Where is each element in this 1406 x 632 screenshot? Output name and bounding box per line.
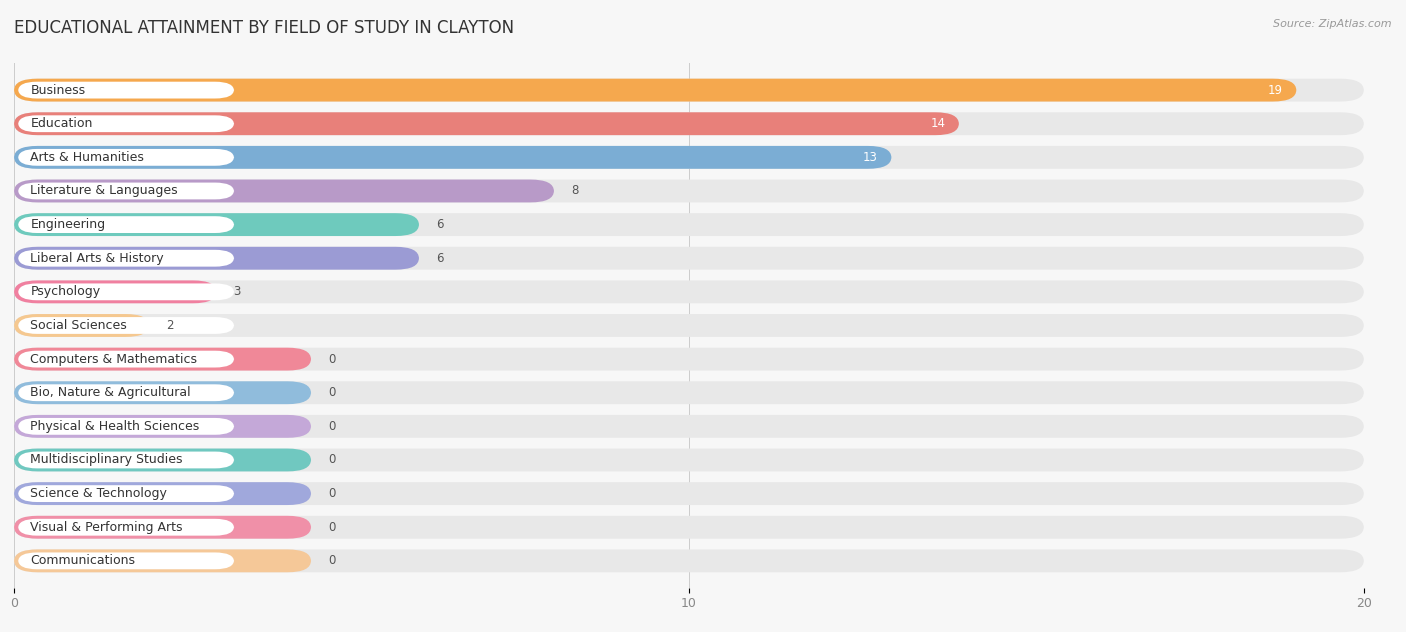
Text: 19: 19 — [1268, 83, 1282, 97]
FancyBboxPatch shape — [14, 348, 311, 370]
FancyBboxPatch shape — [18, 216, 233, 233]
FancyBboxPatch shape — [18, 485, 233, 502]
FancyBboxPatch shape — [18, 149, 233, 166]
Text: Liberal Arts & History: Liberal Arts & History — [31, 252, 165, 265]
Text: 14: 14 — [931, 117, 945, 130]
FancyBboxPatch shape — [14, 381, 1364, 404]
Text: 13: 13 — [863, 151, 877, 164]
FancyBboxPatch shape — [14, 78, 1364, 102]
Text: 6: 6 — [436, 252, 443, 265]
FancyBboxPatch shape — [18, 452, 233, 468]
FancyBboxPatch shape — [14, 516, 311, 538]
FancyBboxPatch shape — [14, 449, 311, 471]
FancyBboxPatch shape — [14, 78, 1296, 102]
Text: Multidisciplinary Studies: Multidisciplinary Studies — [31, 454, 183, 466]
Text: Computers & Mathematics: Computers & Mathematics — [31, 353, 197, 365]
FancyBboxPatch shape — [14, 381, 311, 404]
FancyBboxPatch shape — [18, 351, 233, 368]
Text: Arts & Humanities: Arts & Humanities — [31, 151, 145, 164]
FancyBboxPatch shape — [14, 146, 1364, 169]
FancyBboxPatch shape — [14, 314, 1364, 337]
Text: Social Sciences: Social Sciences — [31, 319, 127, 332]
FancyBboxPatch shape — [14, 112, 1364, 135]
FancyBboxPatch shape — [14, 516, 1364, 538]
Text: Psychology: Psychology — [31, 286, 100, 298]
FancyBboxPatch shape — [18, 418, 233, 435]
FancyBboxPatch shape — [14, 213, 419, 236]
FancyBboxPatch shape — [14, 281, 217, 303]
FancyBboxPatch shape — [14, 281, 1364, 303]
Text: Education: Education — [31, 117, 93, 130]
FancyBboxPatch shape — [18, 552, 233, 569]
Text: 0: 0 — [328, 554, 335, 568]
FancyBboxPatch shape — [14, 549, 1364, 573]
FancyBboxPatch shape — [14, 314, 149, 337]
FancyBboxPatch shape — [14, 348, 1364, 370]
FancyBboxPatch shape — [14, 549, 311, 573]
FancyBboxPatch shape — [14, 179, 1364, 202]
FancyBboxPatch shape — [18, 519, 233, 536]
FancyBboxPatch shape — [14, 112, 959, 135]
FancyBboxPatch shape — [14, 482, 311, 505]
Text: Physical & Health Sciences: Physical & Health Sciences — [31, 420, 200, 433]
FancyBboxPatch shape — [18, 183, 233, 199]
Text: 0: 0 — [328, 521, 335, 534]
Text: 2: 2 — [166, 319, 173, 332]
FancyBboxPatch shape — [18, 250, 233, 267]
Text: Engineering: Engineering — [31, 218, 105, 231]
Text: 8: 8 — [571, 185, 578, 197]
FancyBboxPatch shape — [18, 384, 233, 401]
FancyBboxPatch shape — [14, 146, 891, 169]
FancyBboxPatch shape — [18, 317, 233, 334]
Text: Visual & Performing Arts: Visual & Performing Arts — [31, 521, 183, 534]
Text: Business: Business — [31, 83, 86, 97]
FancyBboxPatch shape — [14, 482, 1364, 505]
FancyBboxPatch shape — [18, 115, 233, 132]
Text: 0: 0 — [328, 420, 335, 433]
Text: 0: 0 — [328, 454, 335, 466]
Text: EDUCATIONAL ATTAINMENT BY FIELD OF STUDY IN CLAYTON: EDUCATIONAL ATTAINMENT BY FIELD OF STUDY… — [14, 19, 515, 37]
FancyBboxPatch shape — [14, 179, 554, 202]
Text: 3: 3 — [233, 286, 240, 298]
FancyBboxPatch shape — [14, 213, 1364, 236]
Text: Science & Technology: Science & Technology — [31, 487, 167, 500]
FancyBboxPatch shape — [14, 247, 1364, 270]
Text: 0: 0 — [328, 386, 335, 399]
FancyBboxPatch shape — [14, 415, 311, 438]
Text: Communications: Communications — [31, 554, 135, 568]
Text: 6: 6 — [436, 218, 443, 231]
FancyBboxPatch shape — [14, 415, 1364, 438]
Text: 0: 0 — [328, 353, 335, 365]
FancyBboxPatch shape — [14, 449, 1364, 471]
Text: Literature & Languages: Literature & Languages — [31, 185, 179, 197]
Text: 0: 0 — [328, 487, 335, 500]
Text: Bio, Nature & Agricultural: Bio, Nature & Agricultural — [31, 386, 191, 399]
FancyBboxPatch shape — [14, 247, 419, 270]
Text: Source: ZipAtlas.com: Source: ZipAtlas.com — [1274, 19, 1392, 29]
FancyBboxPatch shape — [18, 82, 233, 99]
FancyBboxPatch shape — [18, 283, 233, 300]
